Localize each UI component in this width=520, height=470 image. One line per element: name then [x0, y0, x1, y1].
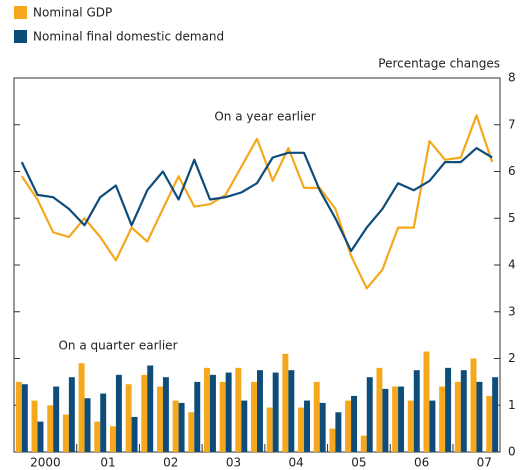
bar	[376, 367, 383, 452]
bar	[241, 400, 248, 452]
x-tick-label: 05	[351, 456, 366, 470]
y-tick-label: 6	[508, 164, 516, 178]
legend-label: Nominal final domestic demand	[33, 30, 224, 44]
bar	[131, 416, 138, 452]
x-tick-label: 02	[163, 456, 178, 470]
bar	[298, 407, 305, 452]
bar	[194, 381, 201, 452]
bar	[476, 381, 483, 452]
bar	[141, 374, 148, 452]
bar	[100, 393, 107, 452]
bar	[251, 381, 257, 452]
bar	[398, 386, 405, 452]
y-tick-label: 1	[508, 398, 516, 412]
line	[20, 114, 494, 290]
bar	[329, 428, 336, 452]
x-tick-label: 2000	[30, 456, 61, 470]
x-tick-label: 01	[100, 456, 115, 470]
x-tick-label: 07	[477, 456, 492, 470]
bar	[407, 400, 414, 452]
bar	[319, 402, 326, 452]
bar	[47, 405, 54, 452]
bar	[304, 400, 310, 452]
bar	[172, 400, 179, 452]
bar	[209, 374, 216, 452]
bar	[382, 388, 389, 452]
y-tick-label: 2	[508, 351, 516, 365]
bar	[188, 412, 195, 452]
bar	[282, 353, 289, 452]
bar	[178, 402, 185, 452]
bar	[37, 421, 44, 452]
bar	[62, 414, 69, 452]
bar	[486, 395, 493, 452]
bar	[345, 400, 352, 452]
x-tick-label: 03	[226, 456, 241, 470]
bar	[162, 377, 169, 452]
bar	[84, 398, 91, 452]
legend-swatch	[14, 30, 27, 43]
annotation: On a quarter earlier	[58, 339, 177, 353]
bar	[31, 400, 38, 452]
bar	[266, 407, 273, 452]
bar	[219, 381, 226, 452]
bar	[68, 377, 75, 452]
bar	[313, 381, 320, 452]
bar	[53, 386, 60, 452]
bar	[460, 370, 467, 452]
bar	[147, 365, 154, 452]
bar	[225, 372, 232, 452]
bar	[109, 426, 116, 452]
bar	[115, 374, 122, 452]
bar	[257, 370, 263, 452]
x-tick-label: 04	[289, 456, 304, 470]
bar	[235, 367, 242, 452]
annotation: On a year earlier	[214, 110, 315, 124]
bar	[470, 358, 477, 452]
y-tick-label: 4	[508, 258, 516, 272]
bar	[78, 363, 85, 452]
y-tick-label: 8	[508, 71, 516, 85]
x-tick-label: 06	[414, 456, 429, 470]
bar	[445, 367, 452, 452]
bar	[125, 384, 132, 452]
bar	[413, 370, 420, 452]
y-tick-label: 3	[508, 304, 516, 318]
y-axis-label: Percentage changes	[378, 57, 500, 71]
bar	[439, 386, 446, 452]
bar	[15, 381, 22, 452]
bar	[454, 381, 461, 452]
bar	[360, 435, 367, 452]
bar	[423, 351, 430, 452]
bar	[204, 367, 210, 452]
bar	[94, 421, 101, 452]
bar	[351, 395, 358, 452]
bar	[429, 400, 436, 452]
bar	[392, 386, 399, 452]
legend-swatch	[14, 6, 27, 19]
line	[20, 147, 493, 253]
bar	[492, 377, 499, 452]
bar	[366, 377, 373, 452]
bar	[288, 370, 295, 452]
bar	[21, 384, 28, 452]
y-tick-label: 0	[508, 445, 516, 459]
bar	[272, 372, 279, 452]
bar	[335, 412, 342, 452]
y-tick-label: 7	[508, 117, 516, 131]
y-tick-label: 5	[508, 211, 516, 225]
legend-label: Nominal GDP	[33, 6, 112, 20]
bar	[156, 386, 163, 452]
